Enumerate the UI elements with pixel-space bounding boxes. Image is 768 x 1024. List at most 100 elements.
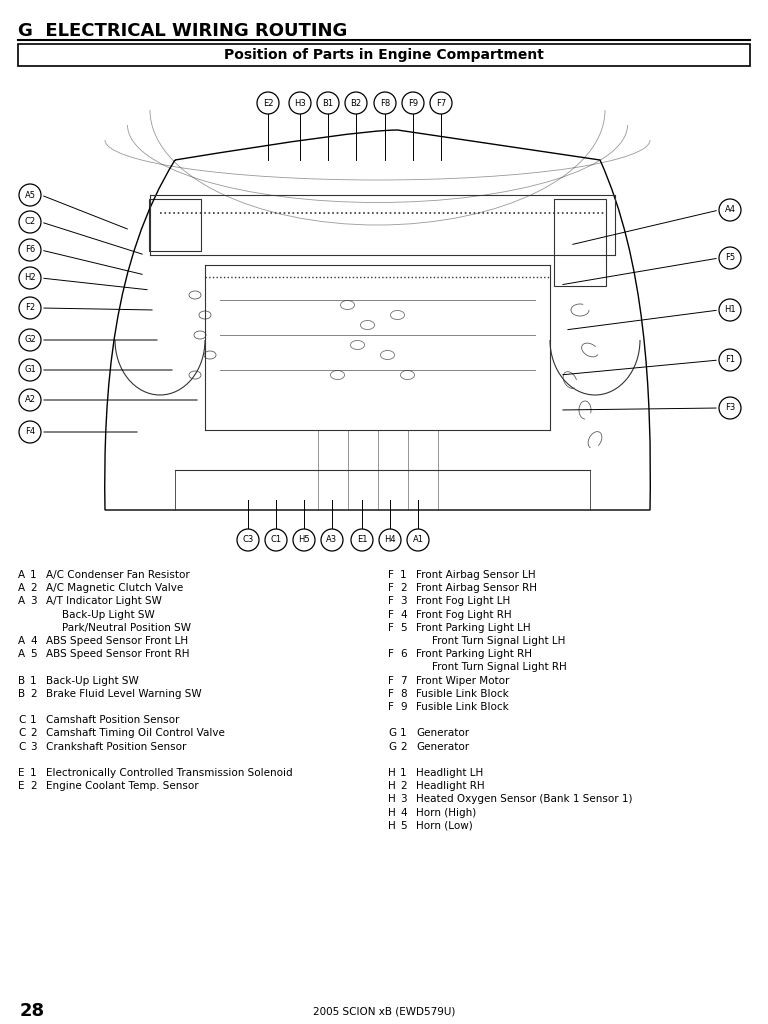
Text: A1: A1 [412,536,423,545]
Text: A: A [18,636,25,646]
Text: Front Airbag Sensor LH: Front Airbag Sensor LH [416,570,535,580]
Text: H: H [388,781,396,792]
Circle shape [19,389,41,411]
Text: Front Turn Signal Light LH: Front Turn Signal Light LH [432,636,565,646]
Text: Fusible Link Block: Fusible Link Block [416,702,508,712]
Circle shape [374,92,396,114]
Text: Back-Up Light SW: Back-Up Light SW [62,609,154,620]
Text: B: B [18,676,25,686]
Text: 1: 1 [30,768,37,778]
Text: 2: 2 [30,728,37,738]
Text: F9: F9 [408,98,418,108]
Text: Crankshaft Position Sensor: Crankshaft Position Sensor [46,741,187,752]
Text: F: F [388,649,394,659]
Text: H2: H2 [24,273,36,283]
Text: 2: 2 [30,689,37,698]
Text: B1: B1 [323,98,333,108]
Text: Generator: Generator [416,741,469,752]
Text: G  ELECTRICAL WIRING ROUTING: G ELECTRICAL WIRING ROUTING [18,22,347,40]
Text: Electronically Controlled Transmission Solenoid: Electronically Controlled Transmission S… [46,768,293,778]
Text: 7: 7 [400,676,406,686]
Text: H5: H5 [298,536,310,545]
Text: E2: E2 [263,98,273,108]
Text: ABS Speed Sensor Front RH: ABS Speed Sensor Front RH [46,649,190,659]
Text: Engine Coolant Temp. Sensor: Engine Coolant Temp. Sensor [46,781,199,792]
Circle shape [19,239,41,261]
Text: C2: C2 [25,217,35,226]
Text: F4: F4 [25,427,35,436]
Text: Fusible Link Block: Fusible Link Block [416,689,508,698]
Text: 3: 3 [30,596,37,606]
Text: A/C Magnetic Clutch Valve: A/C Magnetic Clutch Valve [46,584,184,593]
Text: F: F [388,689,394,698]
Text: H: H [388,808,396,817]
Text: Position of Parts in Engine Compartment: Position of Parts in Engine Compartment [224,48,544,62]
Circle shape [719,299,741,321]
Text: B2: B2 [350,98,362,108]
Circle shape [19,421,41,443]
Text: F: F [388,702,394,712]
Circle shape [430,92,452,114]
Text: A3: A3 [326,536,338,545]
Text: Headlight LH: Headlight LH [416,768,483,778]
Text: 1: 1 [30,570,37,580]
Text: F2: F2 [25,303,35,312]
Text: H1: H1 [724,305,736,314]
Circle shape [351,529,373,551]
Text: F1: F1 [725,355,735,365]
Text: C3: C3 [243,536,253,545]
Circle shape [19,184,41,206]
Text: E: E [18,768,25,778]
Text: 2005 SCION xB (EWD579U): 2005 SCION xB (EWD579U) [313,1007,455,1017]
Text: Camshaft Position Sensor: Camshaft Position Sensor [46,715,180,725]
Text: H4: H4 [384,536,396,545]
Text: A/C Condenser Fan Resistor: A/C Condenser Fan Resistor [46,570,190,580]
Text: A2: A2 [25,395,35,404]
Text: H: H [388,768,396,778]
Text: 2: 2 [30,781,37,792]
Text: F: F [388,596,394,606]
Text: 5: 5 [30,649,37,659]
Text: 1: 1 [400,570,406,580]
Text: Heated Oxygen Sensor (Bank 1 Sensor 1): Heated Oxygen Sensor (Bank 1 Sensor 1) [416,795,633,805]
Text: E1: E1 [357,536,367,545]
Circle shape [293,529,315,551]
Text: G: G [388,728,396,738]
Circle shape [19,359,41,381]
Text: H: H [388,795,396,805]
Text: G2: G2 [24,336,36,344]
Text: 4: 4 [400,609,406,620]
Text: A/T Indicator Light SW: A/T Indicator Light SW [46,596,162,606]
Text: Horn (High): Horn (High) [416,808,476,817]
Circle shape [237,529,259,551]
Text: 1: 1 [400,728,406,738]
Circle shape [719,247,741,269]
Text: C1: C1 [270,536,282,545]
Text: A: A [18,570,25,580]
Text: Park/Neutral Position SW: Park/Neutral Position SW [62,623,191,633]
Text: F: F [388,570,394,580]
Text: H: H [388,821,396,830]
Text: 9: 9 [400,702,406,712]
Text: Back-Up Light SW: Back-Up Light SW [46,676,139,686]
Text: 2: 2 [400,741,406,752]
Text: A: A [18,649,25,659]
Text: 1: 1 [400,768,406,778]
Text: 8: 8 [400,689,406,698]
Text: Front Turn Signal Light RH: Front Turn Signal Light RH [432,663,567,673]
Text: F: F [388,584,394,593]
Circle shape [257,92,279,114]
Text: F7: F7 [436,98,446,108]
Text: 5: 5 [400,623,406,633]
Text: 3: 3 [400,795,406,805]
Circle shape [407,529,429,551]
Text: C: C [18,728,25,738]
Text: 6: 6 [400,649,406,659]
Text: 1: 1 [30,715,37,725]
Text: 4: 4 [30,636,37,646]
Circle shape [265,529,287,551]
Circle shape [19,329,41,351]
Circle shape [345,92,367,114]
Circle shape [719,349,741,371]
Circle shape [317,92,339,114]
